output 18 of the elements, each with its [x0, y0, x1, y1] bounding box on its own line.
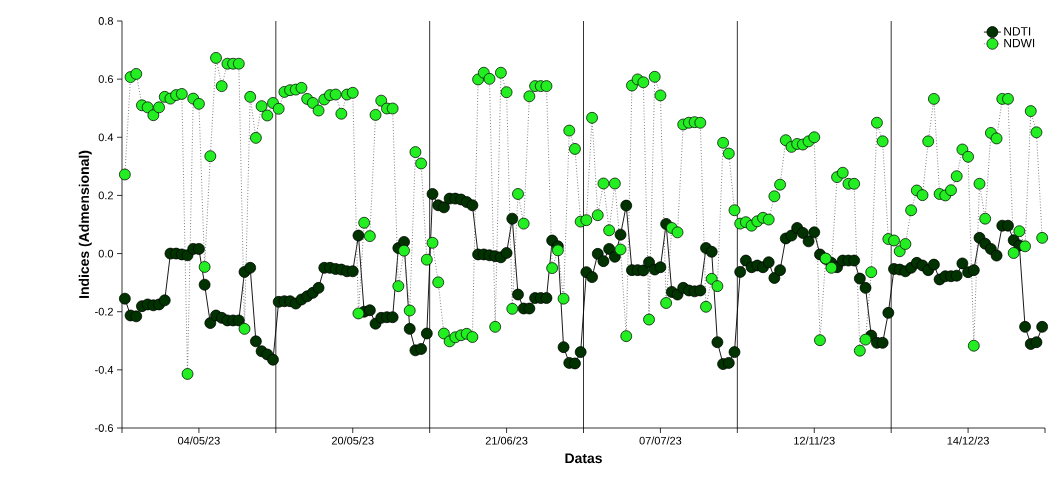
- y-tick-label: -0.2: [95, 307, 113, 316]
- x-tick-label: 20/05/23: [331, 436, 374, 445]
- x-axis-title: Datas: [565, 453, 602, 464]
- x-tick-label: 04/05/23: [178, 436, 220, 445]
- legend-label: NDWI: [1004, 38, 1035, 48]
- legend-label: NDTI: [1004, 27, 1031, 36]
- y-tick-label: 0.8: [98, 17, 113, 25]
- x-tick-label: 07/07/23: [639, 436, 682, 445]
- y-tick-label: 0.4: [98, 133, 114, 142]
- y-tick-label: 0.2: [98, 191, 113, 200]
- y-axis-title: Indices (Admensional): [78, 150, 92, 298]
- x-tick-label: 21/06/23: [485, 436, 528, 445]
- x-tick-label: 14/12/23: [947, 436, 989, 445]
- y-tick-label: 0.6: [98, 75, 113, 84]
- y-tick-label: -0.6: [95, 424, 113, 432]
- y-tick-label: 0.0: [98, 249, 114, 258]
- y-tick-label: -0.4: [95, 365, 114, 374]
- x-tick-label: 12/11/23: [794, 436, 835, 445]
